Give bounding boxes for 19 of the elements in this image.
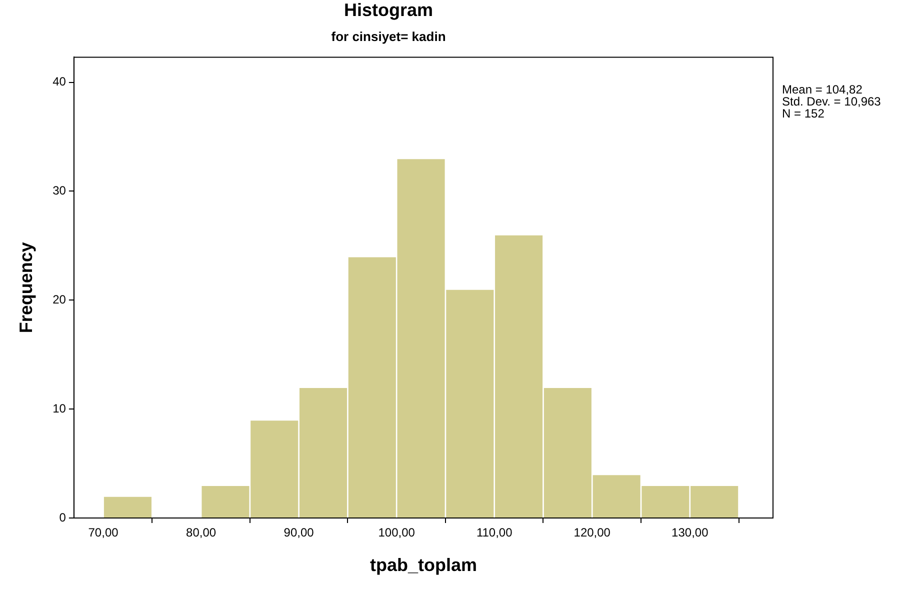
text: N = 152 [782,106,825,121]
y-tick-label: 30 [52,184,66,198]
chart-title: Histogram [344,0,434,20]
x-tick-label: 90,00 [284,526,314,540]
text: Std. Dev. = 10,963 [782,94,882,109]
x-tick-label: 80,00 [186,526,216,540]
chart-subtitle: for cinsiyet= kadin [331,28,446,44]
y-tick-label: 20 [52,292,66,306]
y-tick-label: 40 [52,74,66,89]
x-axis-title: tpab_toplam [370,555,477,576]
x-tick-label: 130,00 [672,526,709,540]
x-tick-label: 110,00 [476,526,513,540]
text: Mean = 104,82 [782,82,863,97]
y-tick-label: 10 [52,401,66,416]
x-tick-label: 120,00 [574,526,611,540]
y-axis-title: Frequency [16,242,36,334]
x-tick-label: 70,00 [88,526,119,540]
y-tick-label: 0 [59,510,66,524]
x-tick-label: 100,00 [378,526,416,540]
